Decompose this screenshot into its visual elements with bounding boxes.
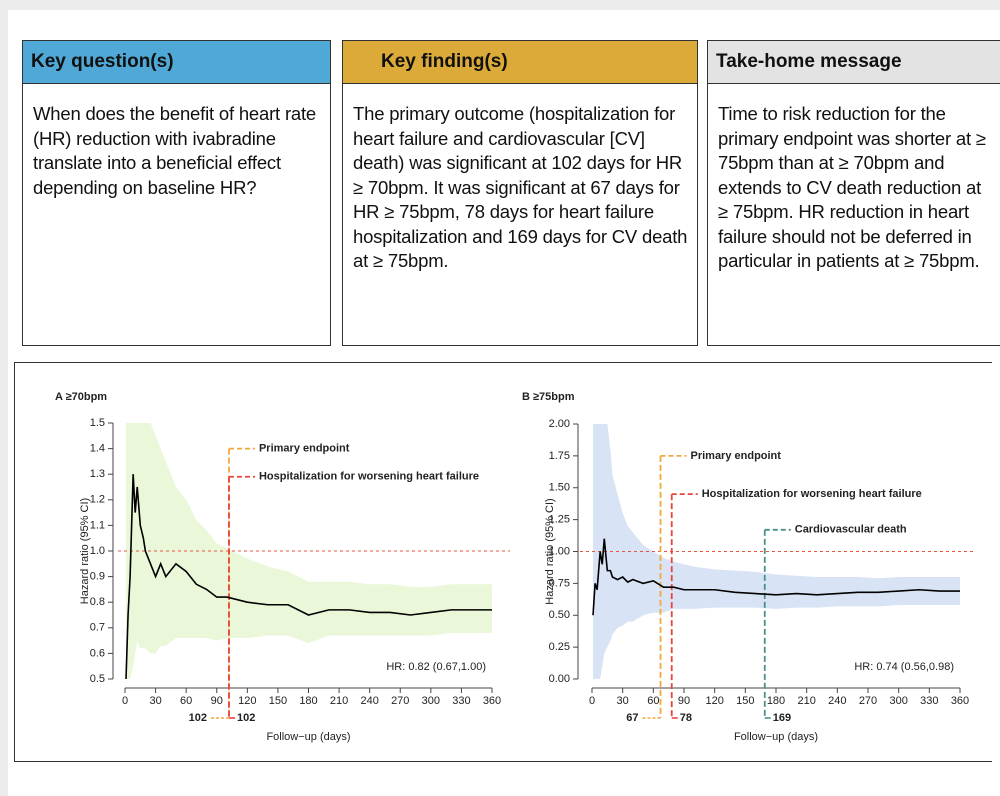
x-tick-label: 240 <box>828 695 846 707</box>
x-tick-label: 30 <box>149 695 161 707</box>
y-tick-label: 0.25 <box>549 641 570 653</box>
marker-label: Primary endpoint <box>259 443 350 455</box>
marker-day: 169 <box>773 712 791 724</box>
x-tick-label: 330 <box>920 695 938 707</box>
message-box: Take-home message Time to risk reduction… <box>707 40 1000 346</box>
marker-label: Cardiovascular death <box>795 524 907 536</box>
marker-day: 102 <box>189 712 207 724</box>
x-tick-label: 150 <box>269 695 287 707</box>
x-tick-label: 270 <box>391 695 409 707</box>
question-box: Key question(s) When does the benefit of… <box>22 40 331 346</box>
box-text: Time to risk reduction for the primary e… <box>718 103 986 271</box>
x-tick-label: 270 <box>859 695 877 707</box>
x-tick-label: 300 <box>889 695 907 707</box>
x-axis-label: Follow−up (days) <box>266 731 350 743</box>
hr-text: HR: 0.82 (0.67,1.00) <box>386 661 486 673</box>
x-tick-label: 0 <box>122 695 128 707</box>
marker-day: 102 <box>237 712 255 724</box>
ci-band <box>126 423 492 679</box>
chart-panel <box>14 362 992 762</box>
x-tick-label: 330 <box>452 695 470 707</box>
y-tick-label: 1.1 <box>90 519 105 531</box>
y-tick-label: 1.3 <box>90 468 105 480</box>
y-tick-label: 1.75 <box>549 450 570 462</box>
y-tick-label: 0.7 <box>90 622 105 634</box>
box-header: Key finding(s) <box>343 41 697 84</box>
x-tick-label: 120 <box>238 695 256 707</box>
y-axis-label: Hazard ratio (95% CI) <box>79 498 91 604</box>
marker-day: 67 <box>626 712 638 724</box>
x-tick-label: 180 <box>767 695 785 707</box>
hr-line <box>125 474 492 680</box>
y-tick-label: 1.00 <box>549 545 570 557</box>
x-tick-label: 120 <box>705 695 723 707</box>
y-tick-label: 1.25 <box>549 514 570 526</box>
x-tick-label: 210 <box>797 695 815 707</box>
box-header: Key question(s) <box>23 41 330 84</box>
y-tick-label: 0.5 <box>90 673 105 685</box>
y-tick-label: 1.5 <box>90 417 105 429</box>
y-tick-label: 1.2 <box>90 494 105 506</box>
finding-box: Key finding(s) The primary outcome (hosp… <box>342 40 698 346</box>
marker-label: Hospitalization for worsening heart fail… <box>259 471 479 483</box>
box-text: When does the benefit of heart rate (HR)… <box>33 103 317 198</box>
y-tick-label: 1.0 <box>90 545 105 557</box>
x-tick-label: 0 <box>589 695 595 707</box>
y-tick-label: 0.8 <box>90 596 105 608</box>
y-tick-label: 1.4 <box>90 443 105 455</box>
x-tick-label: 300 <box>422 695 440 707</box>
y-tick-label: 0.6 <box>90 647 105 659</box>
x-tick-label: 60 <box>180 695 192 707</box>
x-tick-label: 360 <box>951 695 969 707</box>
marker-day: 78 <box>680 712 692 724</box>
x-tick-label: 180 <box>299 695 317 707</box>
x-tick-label: 210 <box>330 695 348 707</box>
box-text: The primary outcome (hospitalization for… <box>353 103 688 271</box>
x-tick-label: 360 <box>483 695 501 707</box>
y-tick-label: 2.00 <box>549 418 570 430</box>
sheet: Key question(s) When does the benefit of… <box>8 10 1000 796</box>
marker-label: Primary endpoint <box>690 450 781 462</box>
x-axis-label: Follow−up (days) <box>734 731 818 743</box>
x-tick-label: 90 <box>211 695 223 707</box>
y-axis-label: Hazard ratio (95% CI) <box>544 498 556 604</box>
x-tick-label: 30 <box>617 695 629 707</box>
y-tick-label: 0.9 <box>90 571 105 583</box>
y-tick-label: 0.50 <box>549 609 570 621</box>
x-tick-label: 240 <box>360 695 378 707</box>
chart-title: B ≥75bpm <box>522 391 575 403</box>
hr-text: HR: 0.74 (0.56,0.98) <box>854 661 954 673</box>
y-tick-label: 1.50 <box>549 482 570 494</box>
y-tick-label: 0.00 <box>549 673 570 685</box>
hr-line <box>592 538 960 616</box>
y-tick-label: 0.75 <box>549 577 570 589</box>
box-header: Take-home message <box>708 41 1000 84</box>
marker-label: Hospitalization for worsening heart fail… <box>702 488 922 500</box>
x-tick-label: 90 <box>678 695 690 707</box>
chart-title: A ≥70bpm <box>55 391 107 403</box>
x-tick-label: 150 <box>736 695 754 707</box>
x-tick-label: 60 <box>647 695 659 707</box>
